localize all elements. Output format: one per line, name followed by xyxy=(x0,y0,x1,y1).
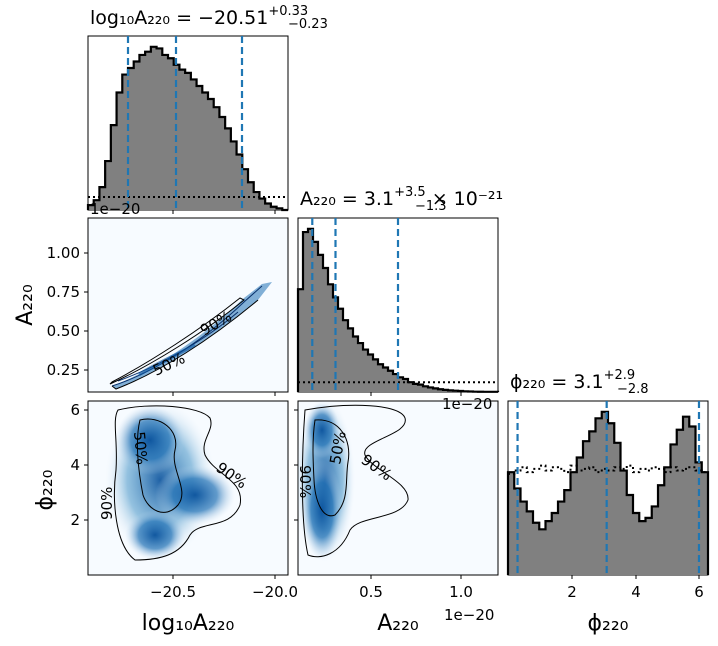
xtick-log10-a220-neg20.0: −20.0 xyxy=(252,583,298,601)
title-log10-a220-minus: −0.23 xyxy=(288,17,328,32)
y-axis-a220: 1.00 0.75 0.50 0.25 xyxy=(47,244,88,379)
hist-log10-a220-edge xyxy=(86,45,288,212)
title-a220-minus: −1.3 xyxy=(415,199,447,214)
ytick-a220-0.25: 0.25 xyxy=(47,361,80,379)
hist-a220 xyxy=(296,218,500,393)
offset-text-a220-hist: 1e−20 xyxy=(442,395,492,413)
xtick-a220-0.5: 0.5 xyxy=(359,583,383,601)
hist-a220-fill xyxy=(298,228,498,392)
hist-phi220 xyxy=(506,401,710,575)
xtick-log10-a220-neg20.5: −20.5 xyxy=(150,583,196,601)
offset-text-a220-bottom: 1e−20 xyxy=(444,606,494,624)
xtick-phi220-4: 4 xyxy=(631,583,641,601)
xlabel-phi220: ϕ₂₂₀ xyxy=(588,611,629,636)
offset-text-log10-a220: 1e−20 xyxy=(90,200,140,218)
hist-phi220-prior xyxy=(508,464,709,575)
density-phi220-vs-a220: 90% 50% 90% xyxy=(296,401,409,562)
title-phi220-minus: −2.8 xyxy=(617,382,649,397)
inner-ticks xyxy=(172,210,462,521)
contour-label-90-left: 90% xyxy=(98,487,116,520)
x-axis-log10-a220: −20.5 −20.0 xyxy=(150,575,298,601)
hist-phi220-fill xyxy=(508,411,708,575)
contour-label-50-left: 50% xyxy=(130,431,151,466)
title-phi220: ϕ₂₂₀ = 3.1+2.9 xyxy=(510,368,635,393)
x-axis-phi220: 2 4 6 xyxy=(567,575,704,601)
ytick-a220-1.00: 1.00 xyxy=(47,244,80,262)
ytick-a220-0.75: 0.75 xyxy=(47,283,80,301)
x-axis-a220: 0.5 1.0 xyxy=(359,575,473,601)
ytick-phi220-6: 6 xyxy=(70,401,80,419)
title-log10-a220: log₁₀A₂₂₀ = −20.51+0.33 xyxy=(90,4,308,29)
y-axis-phi220: 6 4 2 xyxy=(70,401,88,529)
xtick-phi220-2: 2 xyxy=(567,583,577,601)
ytick-phi220-2: 2 xyxy=(70,511,80,529)
xlabel-a220: A₂₂₀ xyxy=(377,611,419,636)
xtick-phi220-6: 6 xyxy=(694,583,704,601)
ytick-phi220-4: 4 xyxy=(70,456,80,474)
contour-label-50-right: 50% xyxy=(326,430,350,466)
ytick-a220-0.50: 0.50 xyxy=(47,322,80,340)
ylabel-a220: A₂₂₀ xyxy=(13,284,38,326)
hist-phi220-edge xyxy=(506,410,710,575)
xtick-a220-1.0: 1.0 xyxy=(449,583,473,601)
title-a220: A₂₂₀ = 3.1+3.5 × 10⁻²¹ xyxy=(300,185,503,210)
ylabel-phi220: ϕ₂₂₀ xyxy=(33,469,58,510)
histogram-layer xyxy=(86,36,710,575)
hist-log10-a220-fill xyxy=(88,46,288,210)
xlabel-log10-a220: log₁₀A₂₂₀ xyxy=(142,611,235,636)
hist-a220-edge xyxy=(296,227,500,393)
panel-a220-vs-log10-a220 xyxy=(87,217,289,393)
contour-label-90-left-2: 90% xyxy=(296,465,314,498)
hist-log10-a220 xyxy=(86,36,288,212)
